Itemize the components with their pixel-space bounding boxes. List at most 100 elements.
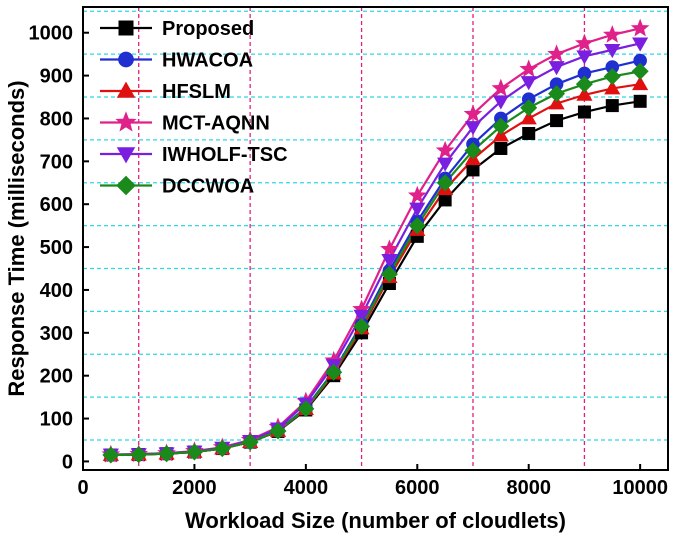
data-point-dccwoa	[631, 62, 649, 80]
grid-lines	[83, 7, 668, 470]
legend-label: MCT-AQNN	[162, 113, 270, 135]
data-point-mct-aqnn	[491, 78, 511, 97]
data-point-iwholf-tsc	[381, 254, 398, 269]
data-point-mct-aqnn	[463, 104, 483, 123]
legend-marker	[115, 111, 137, 132]
data-point-proposed	[550, 114, 564, 128]
data-point-hfslm	[492, 127, 509, 142]
data-point-mct-aqnn	[380, 239, 399, 258]
series-markers-dccwoa	[102, 62, 649, 464]
data-point-mct-aqnn	[630, 18, 650, 37]
legend-item-iwholf-tsc: IWHOLF-TSC	[100, 144, 288, 166]
data-point-dccwoa	[575, 75, 593, 93]
legend-marker	[116, 147, 136, 164]
plot-frame	[82, 6, 669, 471]
y-axis-title: Response Time (milliseconds)	[4, 80, 29, 396]
data-point-dccwoa	[436, 174, 454, 192]
x-tick-label: 0	[77, 477, 88, 499]
data-point-hfslm	[632, 75, 649, 91]
legend-item-hfslm: HFSLM	[100, 81, 231, 103]
legend-item-proposed: Proposed	[100, 18, 254, 40]
data-point-iwholf-tsc	[576, 50, 593, 65]
data-point-dccwoa	[185, 443, 203, 461]
x-tick-label: 6000	[395, 477, 440, 499]
data-point-hfslm	[520, 110, 537, 125]
data-point-iwholf-tsc	[548, 61, 565, 76]
data-point-mct-aqnn	[435, 140, 455, 159]
data-point-hfslm	[604, 80, 621, 95]
data-point-iwholf-tsc	[604, 43, 621, 59]
y-tick-label: 500	[40, 237, 73, 259]
x-tick-label: 8000	[506, 477, 551, 499]
legend: Proposed HWACOA HFSLM MCT-AQNN IWHOLF-TSC DCC…	[100, 18, 288, 198]
legend-item-hwacoa: HWACOA	[100, 50, 253, 72]
legend-marker	[116, 175, 136, 196]
data-point-iwholf-tsc	[520, 76, 537, 91]
data-point-proposed	[522, 126, 536, 140]
data-point-dccwoa	[464, 142, 482, 160]
data-point-mct-aqnn	[407, 185, 427, 204]
y-tick-label: 0	[62, 451, 73, 473]
data-point-dccwoa	[353, 317, 371, 335]
y-tick-label: 900	[40, 66, 73, 88]
data-point-dccwoa	[408, 217, 426, 235]
x-axis-ticks: 0 2000 4000 6000 8000 10000	[77, 464, 668, 499]
data-point-dccwoa	[492, 117, 510, 135]
data-point-proposed	[438, 193, 452, 207]
data-point-dccwoa	[548, 85, 566, 103]
data-point-iwholf-tsc	[464, 121, 482, 136]
legend-marker	[116, 81, 136, 98]
legend-label: HWACOA	[162, 50, 253, 72]
legend-label: IWHOLF-TSC	[162, 144, 288, 166]
data-point-iwholf-tsc	[632, 37, 649, 52]
series-markers	[101, 18, 650, 464]
data-point-dccwoa	[269, 422, 287, 440]
x-tick-label: 2000	[172, 477, 217, 499]
data-point-mct-aqnn	[519, 59, 539, 78]
y-tick-label: 600	[40, 194, 73, 216]
data-point-dccwoa	[102, 446, 120, 464]
data-point-proposed	[466, 163, 480, 177]
data-point-iwholf-tsc	[409, 202, 426, 217]
legend-item-dccwoa: DCCWOA	[100, 176, 254, 198]
y-tick-label: 100	[40, 409, 73, 431]
data-point-mct-aqnn	[547, 44, 566, 63]
data-point-iwholf-tsc	[492, 95, 509, 110]
data-point-iwholf-tsc	[437, 157, 454, 172]
data-point-hfslm	[576, 86, 593, 101]
data-point-dccwoa	[130, 446, 148, 464]
y-axis-ticks: 0 100 200 300 400 500 600 700 800 900 1000	[29, 23, 89, 473]
legend-label: Proposed	[162, 18, 254, 40]
data-point-mct-aqnn	[602, 25, 622, 43]
data-point-proposed	[577, 105, 591, 119]
y-tick-label: 300	[40, 323, 73, 345]
y-tick-label: 200	[40, 366, 73, 388]
y-tick-label: 800	[40, 108, 73, 130]
data-point-dccwoa	[603, 67, 621, 85]
data-point-dccwoa	[213, 440, 231, 458]
data-point-dccwoa	[158, 445, 176, 463]
x-axis-title: Workload Size (number of cloudlets)	[185, 508, 566, 533]
legend-label: DCCWOA	[162, 176, 254, 198]
legend-label: HFSLM	[162, 81, 231, 103]
data-point-dccwoa	[241, 433, 259, 451]
y-tick-label: 1000	[29, 23, 74, 45]
data-point-dccwoa	[520, 99, 538, 117]
legend-marker	[118, 51, 134, 68]
data-point-dccwoa	[380, 265, 398, 283]
data-point-hfslm	[548, 95, 565, 110]
data-point-dccwoa	[297, 400, 315, 418]
y-tick-label: 700	[40, 151, 73, 173]
data-point-dccwoa	[325, 363, 343, 381]
x-tick-label: 4000	[284, 477, 329, 499]
data-point-proposed	[633, 94, 647, 108]
x-tick-label: 10000	[612, 477, 668, 499]
data-point-iwholf-tsc	[353, 309, 370, 324]
data-point-proposed	[494, 141, 508, 155]
y-tick-label: 400	[40, 280, 73, 302]
data-point-mct-aqnn	[575, 33, 594, 52]
data-point-proposed	[605, 99, 619, 113]
legend-marker	[118, 20, 134, 36]
legend-item-mct-aqnn: MCT-AQNN	[100, 111, 270, 135]
